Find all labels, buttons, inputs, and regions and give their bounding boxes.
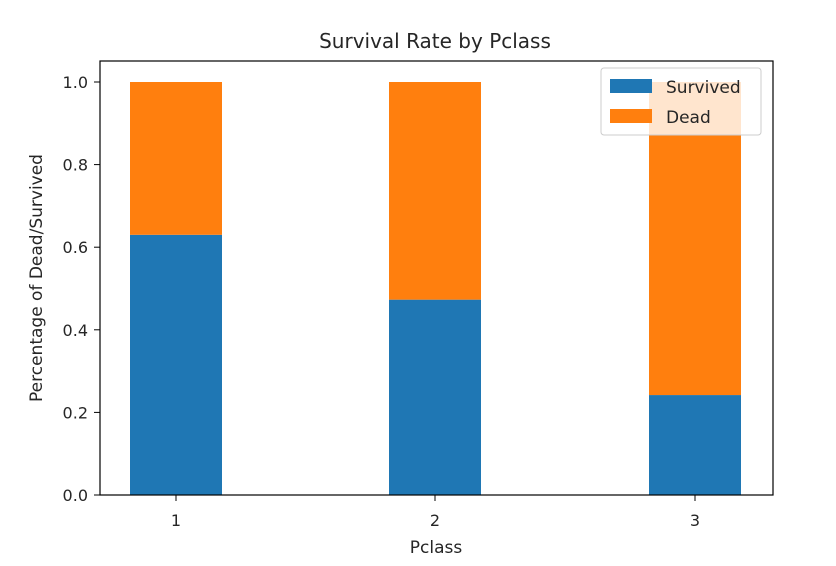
legend-label-survived: Survived <box>666 78 741 98</box>
bar-dead-pclass-2 <box>389 82 481 300</box>
chart-title: Survival Rate by Pclass <box>319 29 551 53</box>
y-axis-ticks: 0.0 0.2 0.4 0.6 0.8 1.0 <box>63 73 100 505</box>
bar-dead-pclass-1 <box>130 82 222 235</box>
x-axis-label: Pclass <box>410 538 463 558</box>
x-tick-label: 2 <box>430 511 440 530</box>
y-tick-label: 0.4 <box>63 321 88 340</box>
y-tick-label: 0.2 <box>63 403 88 422</box>
x-tick-label: 1 <box>171 511 181 530</box>
bars-group <box>130 82 741 495</box>
y-axis-label: Percentage of Dead/Survived <box>27 154 47 402</box>
bar-survived-pclass-1 <box>130 234 222 495</box>
y-tick-label: 0.6 <box>63 238 88 257</box>
legend: Survived Dead <box>600 67 762 136</box>
bar-survived-pclass-2 <box>389 299 481 495</box>
plot-frame <box>99 60 774 496</box>
legend-swatch-dead <box>610 109 652 123</box>
bar-survived-pclass-3 <box>649 395 741 495</box>
y-tick-label: 1.0 <box>63 73 88 92</box>
y-tick-label: 0.8 <box>63 156 88 175</box>
legend-swatch-survived <box>610 79 652 93</box>
x-axis-ticks: 1 2 3 <box>171 495 700 530</box>
y-tick-label: 0.0 <box>63 486 88 505</box>
legend-label-dead: Dead <box>666 108 711 128</box>
x-tick-label: 3 <box>690 511 700 530</box>
